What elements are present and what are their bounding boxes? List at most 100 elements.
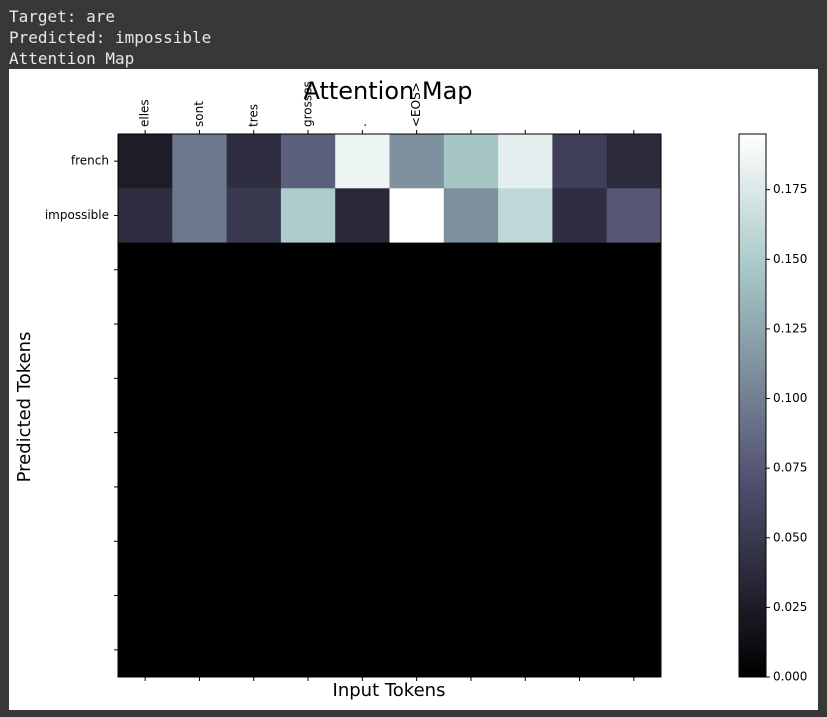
heatmap-cell xyxy=(443,405,499,461)
heatmap-cell xyxy=(335,514,390,569)
heatmap-cell xyxy=(498,405,553,461)
x-axis-label: Input Tokens xyxy=(333,680,446,701)
heatmap-cell xyxy=(172,568,228,624)
heatmap-cell xyxy=(280,622,336,678)
heatmap-cell xyxy=(443,514,499,569)
colorbar-tick-label: 0.100 xyxy=(773,391,807,405)
x-tick-label: . xyxy=(355,123,369,127)
heatmap-cell xyxy=(498,188,553,244)
heatmap-cell xyxy=(335,134,390,189)
heatmap-cell xyxy=(335,296,390,352)
y-axis-label: Predicted Tokens xyxy=(14,332,35,483)
heatmap-cell xyxy=(118,134,173,189)
heatmap-cell xyxy=(118,514,173,569)
heatmap-cell xyxy=(443,459,499,515)
heatmap-cell xyxy=(498,351,553,406)
heatmap-cell xyxy=(335,405,390,461)
heatmap-cell xyxy=(498,296,553,352)
colorbar-tick-label: 0.025 xyxy=(773,600,807,614)
console-output: Target: are Predicted: impossible Attent… xyxy=(9,6,211,69)
heatmap-cell xyxy=(226,134,282,189)
heatmap-cell xyxy=(443,188,499,244)
heatmap-cell xyxy=(498,134,553,189)
heatmap-cell xyxy=(172,622,228,678)
heatmap-cell xyxy=(552,622,608,678)
heatmap-cell xyxy=(226,459,282,515)
heatmap-cell xyxy=(498,514,553,569)
heatmap-cell xyxy=(335,188,390,244)
heatmap-cell xyxy=(498,459,553,515)
heatmap-cell xyxy=(226,351,282,406)
y-tick-label: impossible xyxy=(45,208,109,222)
colorbar xyxy=(738,133,767,678)
heatmap-cell xyxy=(172,459,228,515)
heatmap-cell xyxy=(389,568,445,624)
x-tick-label: tres xyxy=(246,104,260,127)
colorbar-tick-label: 0.125 xyxy=(773,321,807,335)
heatmap-cell xyxy=(226,622,282,678)
heatmap-cell xyxy=(335,568,390,624)
heatmap-cell xyxy=(118,296,173,352)
heatmap-cell xyxy=(280,296,336,352)
heatmap-cell xyxy=(606,622,662,678)
heatmap-cell xyxy=(389,351,445,406)
heatmap-cell xyxy=(226,188,282,244)
heatmap-cell xyxy=(226,514,282,569)
heatmap-cell xyxy=(552,242,608,298)
heatmap-cell xyxy=(280,242,336,298)
heatmap-cell xyxy=(606,351,662,406)
heatmap-cell xyxy=(498,568,553,624)
colorbar-tick-label: 0.150 xyxy=(773,252,807,266)
heatmap-cell xyxy=(172,405,228,461)
chart: Attention Map Input Tokens Predicted Tok… xyxy=(9,69,818,710)
heatmap-cell xyxy=(226,405,282,461)
heatmap-cell xyxy=(389,134,445,189)
heatmap-cell xyxy=(552,134,608,189)
heatmap-cell xyxy=(280,568,336,624)
heatmap-cell xyxy=(118,188,173,244)
heatmap-cell xyxy=(335,351,390,406)
heatmap-cell xyxy=(226,242,282,298)
heatmap-cell xyxy=(498,242,553,298)
heatmap-cell xyxy=(172,296,228,352)
heatmap-cell xyxy=(172,351,228,406)
heatmap-cell xyxy=(606,405,662,461)
heatmap-cell xyxy=(389,242,445,298)
heatmap-cell xyxy=(226,296,282,352)
heatmap-cell xyxy=(552,568,608,624)
output-line: Predicted: impossible xyxy=(9,28,212,47)
heatmap-cell xyxy=(335,459,390,515)
heatmap-cell xyxy=(606,514,662,569)
heatmap-cell xyxy=(443,568,499,624)
heatmap-cell xyxy=(118,405,173,461)
colorbar-tick-label: 0.050 xyxy=(773,530,807,544)
heatmap-cell xyxy=(118,242,173,298)
heatmap-cell xyxy=(606,568,662,624)
heatmap-cell xyxy=(443,351,499,406)
x-tick-label: <EOS> xyxy=(409,82,423,127)
heatmap-cell xyxy=(389,622,445,678)
heatmap-cell xyxy=(606,296,662,352)
heatmap-cell xyxy=(606,242,662,298)
heatmap-cell xyxy=(118,622,173,678)
heatmap-cell xyxy=(498,622,553,678)
heatmap-cell xyxy=(389,514,445,569)
y-tick-label: french xyxy=(71,154,109,168)
heatmap-cell xyxy=(172,242,228,298)
heatmap-cell xyxy=(118,459,173,515)
plot-frame xyxy=(117,133,662,678)
heatmap-cell xyxy=(606,134,662,189)
heatmap-cell xyxy=(280,188,336,244)
heatmap-cell xyxy=(172,514,228,569)
heatmap-cell xyxy=(552,459,608,515)
heatmap-cell xyxy=(552,514,608,569)
heatmap-cell xyxy=(280,351,336,406)
colorbar-tick-label: 0.175 xyxy=(773,182,807,196)
heatmap-cell xyxy=(389,405,445,461)
heatmap-cell xyxy=(606,459,662,515)
heatmap-cell xyxy=(606,188,662,244)
heatmap-cell xyxy=(118,351,173,406)
heatmap-cell xyxy=(443,622,499,678)
colorbar-tick-label: 0.000 xyxy=(773,670,807,684)
